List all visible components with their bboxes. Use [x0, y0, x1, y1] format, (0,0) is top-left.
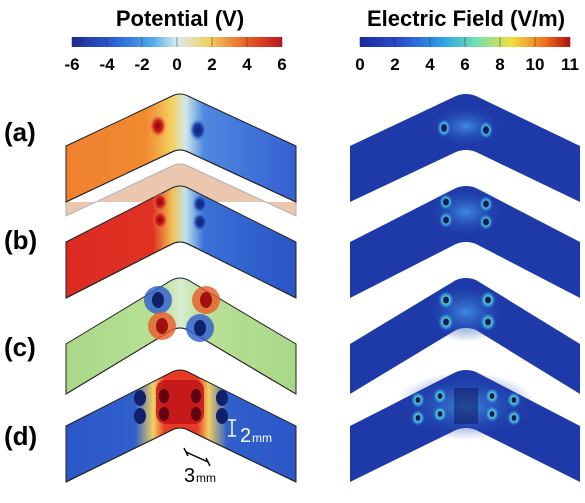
length-scale-unit: mm: [196, 471, 216, 485]
electric-field-tick-label: 10: [526, 55, 545, 74]
potential-tick-label: -2: [134, 55, 149, 74]
potential-plate-b: [65, 185, 297, 299]
field-plate-c: [350, 278, 580, 394]
thickness-scale-unit: mm: [252, 431, 272, 445]
potential-tick-label: 4: [242, 55, 252, 74]
row-label-d: (d): [4, 421, 37, 451]
field-plate-b: [350, 186, 580, 298]
electric-field-tick-label: 0: [355, 55, 364, 74]
row-label-c: (c): [4, 332, 36, 362]
potential-tick-label: 6: [277, 55, 286, 74]
electric-field-tick-label: 4: [425, 55, 435, 74]
electric-field-tick-label: 11: [561, 55, 579, 74]
field-plate-a: [350, 94, 580, 202]
electric-field-ticks: 0 2 4 6 8 10 11: [355, 37, 579, 74]
potential-plate-c: [65, 277, 297, 395]
row-label-b: (b): [4, 225, 37, 255]
electric-field-tick-label: 2: [390, 55, 399, 74]
potential-plate-d: 2 mm 3 mm: [65, 369, 297, 487]
row-label-a: (a): [4, 117, 36, 147]
length-scale-value: 3: [184, 465, 195, 487]
potential-title: Potential (V): [116, 6, 244, 31]
electric-field-tick-label: 6: [460, 55, 469, 74]
electric-field-tick-label: 8: [495, 55, 504, 74]
field-plate-d: [350, 370, 580, 482]
potential-tick-label: -6: [64, 55, 79, 74]
electric-field-title: Electric Field (V/m): [367, 6, 565, 31]
potential-tick-label: 2: [207, 55, 216, 74]
potential-ticks: -6 -4 -2 0 2 4 6: [64, 37, 287, 74]
thickness-scale-value: 2: [240, 425, 251, 447]
potential-tick-label: 0: [172, 55, 181, 74]
potential-tick-label: -4: [99, 55, 115, 74]
